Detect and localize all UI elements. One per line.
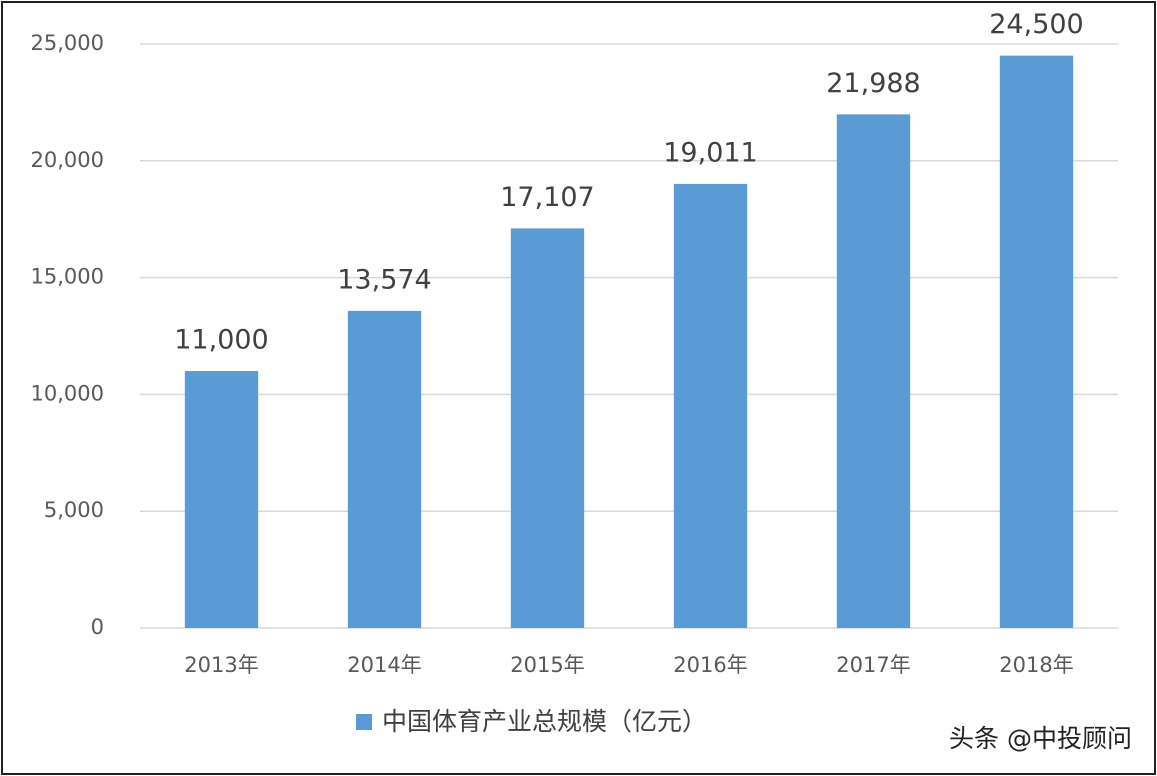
data-label: 21,988 xyxy=(826,68,920,99)
y-tick-label: 15,000 xyxy=(31,265,104,289)
y-tick-label: 5,000 xyxy=(44,498,104,522)
bar xyxy=(184,371,259,628)
bar xyxy=(673,183,748,628)
x-tick-label: 2017年 xyxy=(836,653,910,677)
x-tick-label: 2014年 xyxy=(347,653,421,677)
bar xyxy=(999,55,1074,629)
data-label: 11,000 xyxy=(174,325,268,356)
data-label: 17,107 xyxy=(500,182,594,213)
bar xyxy=(836,114,911,628)
x-tick-label: 2015年 xyxy=(510,653,584,677)
legend-swatch xyxy=(356,714,372,730)
legend-label: 中国体育产业总规模（亿元） xyxy=(382,707,707,736)
y-tick-label: 10,000 xyxy=(31,381,104,405)
data-label: 19,011 xyxy=(663,137,757,168)
y-tick-label: 25,000 xyxy=(31,31,104,55)
data-label: 24,500 xyxy=(989,9,1083,40)
watermark: 头条 @中投顾问 xyxy=(949,724,1132,753)
data-label: 13,574 xyxy=(337,264,431,295)
x-tick-label: 2013年 xyxy=(184,653,258,677)
bar xyxy=(510,228,585,628)
y-tick-label: 20,000 xyxy=(31,148,104,172)
bar xyxy=(347,310,422,628)
x-tick-label: 2016年 xyxy=(673,653,747,677)
y-tick-label: 0 xyxy=(91,615,104,639)
x-tick-label: 2018年 xyxy=(999,653,1073,677)
